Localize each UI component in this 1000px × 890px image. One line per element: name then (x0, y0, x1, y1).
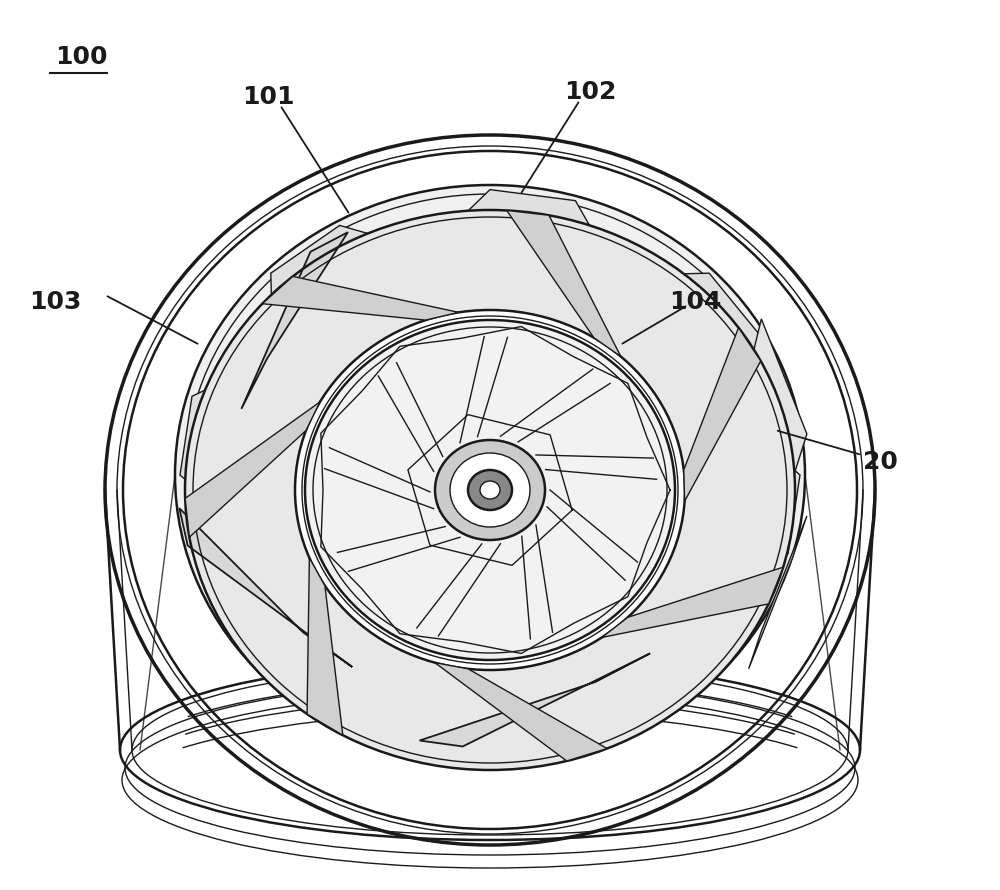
Ellipse shape (450, 453, 530, 527)
Text: 102: 102 (564, 80, 616, 104)
Text: 100: 100 (55, 45, 108, 69)
Polygon shape (435, 663, 607, 761)
Ellipse shape (435, 440, 545, 540)
Polygon shape (507, 210, 621, 357)
Polygon shape (179, 508, 352, 667)
Ellipse shape (185, 210, 795, 770)
Polygon shape (673, 273, 761, 368)
Polygon shape (465, 190, 592, 230)
Polygon shape (749, 516, 807, 668)
Polygon shape (756, 452, 800, 569)
Polygon shape (262, 277, 459, 320)
Text: 104: 104 (669, 290, 721, 314)
Polygon shape (219, 582, 307, 676)
Ellipse shape (295, 310, 685, 670)
Text: 101: 101 (242, 85, 294, 109)
Polygon shape (602, 567, 783, 637)
Text: 103: 103 (29, 290, 81, 314)
Ellipse shape (305, 320, 675, 660)
Text: 20: 20 (863, 450, 897, 474)
Polygon shape (420, 653, 650, 747)
Polygon shape (307, 558, 343, 735)
Polygon shape (185, 402, 320, 538)
Polygon shape (388, 720, 515, 760)
Polygon shape (271, 225, 374, 306)
Polygon shape (684, 328, 761, 501)
Ellipse shape (480, 481, 500, 499)
Polygon shape (180, 381, 224, 498)
Polygon shape (749, 319, 807, 481)
Ellipse shape (175, 185, 805, 765)
Ellipse shape (468, 470, 512, 510)
Polygon shape (606, 643, 709, 724)
Ellipse shape (103, 133, 877, 847)
Polygon shape (241, 232, 348, 409)
